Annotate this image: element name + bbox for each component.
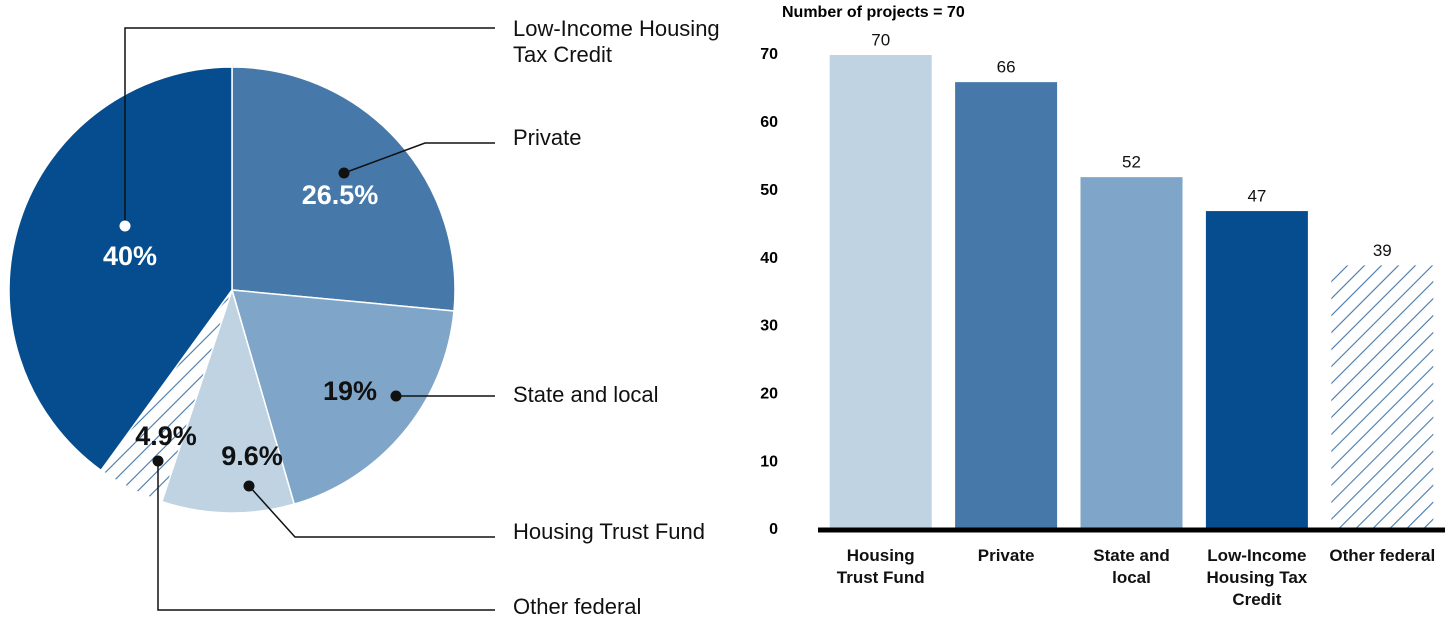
y-tick-label: 60 xyxy=(760,114,778,131)
y-tick-label: 10 xyxy=(760,453,778,470)
y-tick-label: 30 xyxy=(760,318,778,335)
bar xyxy=(955,82,1058,531)
x-tick-label: State and local xyxy=(1093,546,1170,587)
leader-line xyxy=(343,142,495,174)
bar-value-label: 39 xyxy=(1373,241,1392,260)
bar-value-label: 70 xyxy=(871,30,890,49)
pie-slice xyxy=(230,289,455,506)
bar xyxy=(829,55,932,530)
leader-dot xyxy=(243,480,255,492)
y-tick-label: 70 xyxy=(760,46,778,63)
leader-dot xyxy=(152,455,164,467)
slice-label: Private xyxy=(513,125,582,150)
bar xyxy=(1205,211,1308,531)
y-tick-label: 20 xyxy=(760,386,778,403)
slice-label: Low-Income Housing Tax Credit xyxy=(513,16,720,67)
y-tick-label: 50 xyxy=(760,182,778,199)
pie-slice xyxy=(160,287,296,514)
pie-slice xyxy=(8,66,233,472)
pie-slice xyxy=(231,66,456,312)
leader-line xyxy=(248,485,495,538)
x-tick-label: Other federal xyxy=(1329,546,1436,565)
slice-label: Housing Trust Fund xyxy=(513,519,705,544)
slice-value-label: 40% xyxy=(103,241,157,271)
slice-value-label: 9.6% xyxy=(221,441,283,471)
x-tick-label: Housing Trust Fund xyxy=(836,546,925,587)
bar-title: Number of projects = 70 xyxy=(782,4,965,21)
leader-line xyxy=(124,27,495,226)
x-tick-label: Low-Income Housing Tax Credit xyxy=(1206,546,1308,609)
slice-value-label: 26.5% xyxy=(302,180,379,210)
y-tick-label: 40 xyxy=(760,250,778,267)
leader-line xyxy=(157,461,495,611)
slice-value-label: 19% xyxy=(323,376,377,406)
slice-label: Other federal xyxy=(513,594,642,619)
bar-value-label: 52 xyxy=(1122,153,1141,172)
bar xyxy=(1080,177,1183,530)
leader-dot xyxy=(390,390,402,402)
x-tick-label: Private xyxy=(977,546,1035,565)
y-tick-label: 0 xyxy=(769,521,778,538)
slice-value-label: 4.9% xyxy=(135,421,197,451)
bar-value-label: 66 xyxy=(997,58,1016,77)
slice-label: State and local xyxy=(513,382,659,407)
leader-dot xyxy=(119,220,131,232)
bar xyxy=(1331,265,1434,530)
bar-value-label: 47 xyxy=(1247,187,1266,206)
leader-dot xyxy=(338,167,350,179)
